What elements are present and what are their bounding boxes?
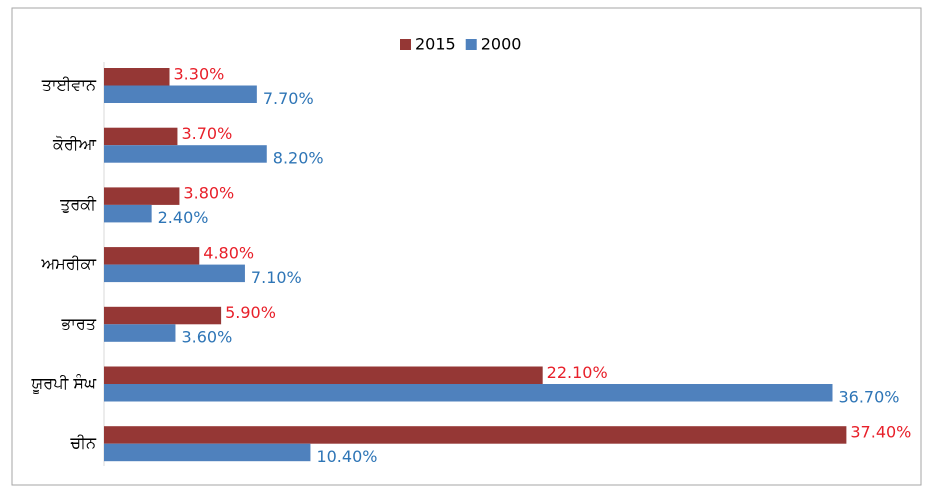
bar (104, 384, 833, 402)
value-label: 3.30% (174, 64, 225, 83)
y-tick-label: ਚੀਨ (69, 433, 97, 452)
bar (104, 247, 200, 265)
bar (104, 204, 152, 223)
y-tick-label: ਅਮਰੀਕਾ (40, 254, 96, 273)
bar (104, 127, 178, 146)
bar (104, 85, 257, 103)
bar (104, 68, 170, 86)
legend-swatch (400, 39, 411, 50)
bar (104, 366, 543, 384)
bar (104, 324, 176, 342)
legend-label: 2015 (415, 35, 456, 54)
value-label: 36.70% (838, 387, 899, 406)
value-label: 22.10% (547, 363, 608, 382)
bar (104, 187, 180, 205)
bar (104, 145, 267, 163)
value-label: 2.40% (158, 208, 209, 227)
value-label: 5.90% (225, 303, 276, 322)
bar (104, 306, 222, 325)
value-label: 10.40% (316, 447, 377, 466)
value-label: 4.80% (203, 243, 254, 262)
bar (104, 426, 847, 444)
value-label: 8.20% (273, 148, 324, 167)
value-label: 3.80% (183, 184, 234, 203)
value-label: 7.70% (263, 89, 314, 108)
y-tick-label: ਕੋਰੀਆ (52, 135, 97, 154)
bar (104, 443, 311, 462)
value-label: 7.10% (251, 268, 302, 287)
y-tick-label: ਯੂਰਪੀ ਸੰਘ (31, 374, 98, 394)
value-label: 3.70% (181, 124, 232, 143)
value-label: 3.60% (181, 328, 232, 347)
y-tick-label: ਤੁਰਕੀ (59, 194, 97, 213)
bar (104, 264, 245, 283)
legend-swatch (465, 39, 477, 50)
legend-label: 2000 (481, 35, 522, 54)
y-tick-label: ਤਾਈਵਾਨ (41, 75, 97, 94)
y-tick-label: ਭਾਰਤ (60, 314, 96, 333)
value-label: 37.40% (850, 422, 911, 441)
